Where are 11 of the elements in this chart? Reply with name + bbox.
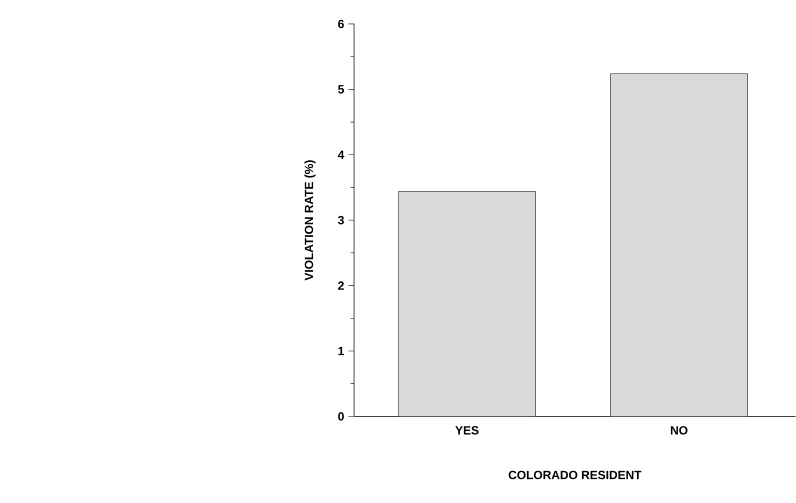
y-tick-label: 2: [338, 281, 344, 290]
y-tick-label: 5: [338, 84, 344, 94]
x-axis-title: COLORADO RESIDENT: [508, 470, 642, 480]
x-tick-label: YES: [455, 426, 479, 434]
y-tick-label: 0: [338, 412, 344, 420]
y-tick-label: 3: [338, 216, 344, 224]
y-axis-title: VIOLATION RATE (%): [304, 160, 316, 280]
y-tick-label: 1: [338, 346, 344, 355]
y-tick-label: 6: [338, 20, 344, 28]
x-tick-label: NO: [670, 426, 688, 434]
y-tick-label: 4: [338, 150, 344, 159]
